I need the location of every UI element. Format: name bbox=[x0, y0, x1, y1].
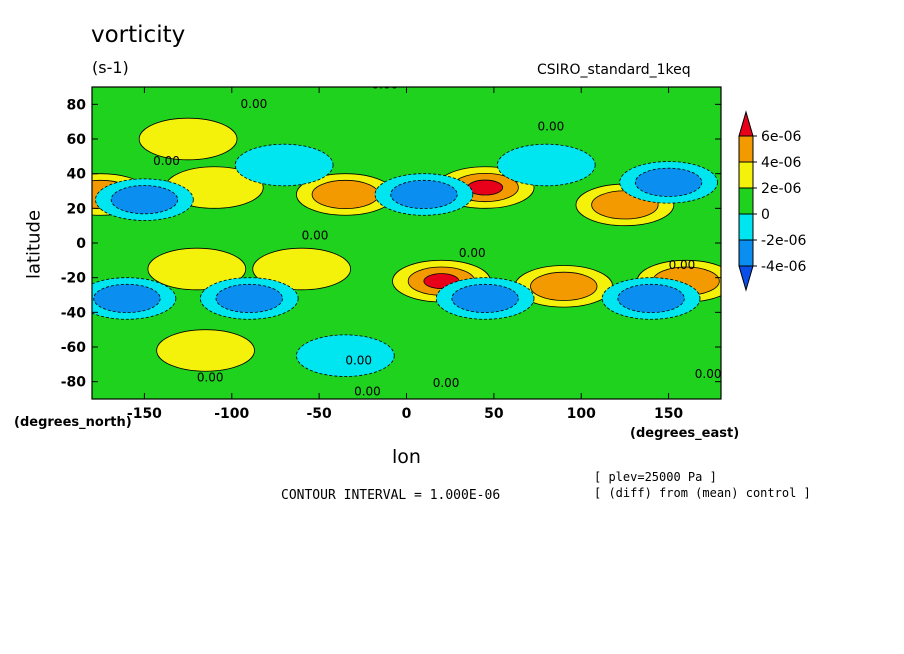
vorticity-feature-21-level-0 bbox=[296, 334, 395, 377]
vorticity-feature-8-level-0 bbox=[252, 247, 351, 291]
y-axis-units: (degrees_north) bbox=[14, 415, 132, 430]
note-plev: [ plev=25000 Pa ] bbox=[594, 470, 717, 484]
x-axis-units: (degrees_east) bbox=[630, 426, 740, 441]
y-tick-label-2: -40 bbox=[61, 305, 87, 321]
vorticity-feature-19-level-0 bbox=[234, 143, 334, 187]
y-tick-label-7: 60 bbox=[67, 132, 87, 148]
vorticity-feature-10-level-0 bbox=[138, 117, 238, 161]
vorticity-feature-16-level-1 bbox=[617, 283, 685, 314]
y-tick-label-6: 40 bbox=[67, 167, 87, 183]
colorbar-label-3: 0 bbox=[761, 207, 770, 223]
note-diff: [ (diff) from (mean) control ] bbox=[594, 486, 811, 500]
contour-label-8: 0.00 bbox=[197, 371, 224, 385]
colorbar-swatch-1 bbox=[738, 135, 754, 163]
contour-label-4: 0.00 bbox=[302, 229, 329, 243]
chart-title: vorticity bbox=[91, 22, 186, 48]
vorticity-feature-13-level-1 bbox=[93, 283, 161, 314]
vorticity-feature-17-level-1 bbox=[390, 179, 458, 210]
colorbar-swatch-6 bbox=[738, 265, 754, 292]
contour-label-6: 0.00 bbox=[345, 353, 372, 367]
y-tick-label-0: -80 bbox=[61, 375, 87, 391]
axes: -150 -100 -50 0 50 100 150 -80 -60 -40 -20 0 20 40 60 8… bbox=[61, 86, 722, 422]
x-axis-label: lon bbox=[392, 446, 421, 468]
x-tick-label-6: 150 bbox=[654, 406, 683, 422]
x-tick-label-2: -50 bbox=[306, 406, 332, 422]
colorbar-label-1: 4e-06 bbox=[761, 155, 801, 171]
contour-label-5: 0.00 bbox=[459, 246, 486, 260]
vorticity-feature-7-level-0 bbox=[147, 247, 247, 291]
colorbar-swatch-4 bbox=[738, 213, 754, 241]
x-tick-label-1: -100 bbox=[214, 406, 249, 422]
contour-label-11: 0.00 bbox=[669, 258, 696, 272]
vorticity-feature-14-level-1 bbox=[215, 283, 283, 314]
colorbar-label-5: -4e-06 bbox=[761, 259, 807, 275]
colorbar-swatch-5 bbox=[738, 239, 754, 267]
y-tick-label-1: -60 bbox=[61, 340, 87, 356]
y-tick-label-8: 80 bbox=[67, 97, 87, 113]
y-tick-label-5: 20 bbox=[67, 201, 87, 217]
colorbar-swatch-2 bbox=[738, 161, 754, 189]
colorbar-label-0: 6e-06 bbox=[761, 129, 801, 145]
x-tick-label-4: 50 bbox=[484, 406, 504, 422]
contour-label-3: 0.00 bbox=[153, 154, 180, 168]
contour-label-1: 0.00 bbox=[372, 78, 399, 92]
y-tick-label-3: -20 bbox=[61, 271, 87, 287]
colorbar: 6e-06 4e-06 2e-06 0 -2e-06 -4e-06 bbox=[738, 110, 807, 292]
vorticity-feature-11-level-0 bbox=[156, 329, 255, 372]
vorticity-feature-5-level-1 bbox=[530, 271, 598, 301]
chart-units: (s-1) bbox=[92, 58, 129, 77]
x-tick-label-5: 100 bbox=[567, 406, 596, 422]
colorbar-swatch-3 bbox=[738, 187, 754, 215]
x-tick-label-3: 0 bbox=[402, 406, 412, 422]
plot-area: 0.00 0.00 0.00 0.00 0.00 0.00 0.00 0.00 0.00 0.00… bbox=[92, 78, 722, 399]
model-name: CSIRO_standard_1keq bbox=[537, 62, 691, 78]
y-tick-label-4: 0 bbox=[76, 236, 86, 252]
colorbar-label-4: -2e-06 bbox=[761, 233, 807, 249]
vorticity-feature-15-level-1 bbox=[451, 283, 519, 314]
contour-label-7: 0.00 bbox=[433, 376, 460, 390]
colorbar-swatch-0 bbox=[738, 110, 754, 137]
contour-interval: CONTOUR INTERVAL = 1.000E-06 bbox=[281, 488, 501, 503]
contour-label-2: 0.00 bbox=[538, 119, 565, 133]
contour-label-10: 0.00 bbox=[695, 367, 722, 381]
vorticity-feature-2-level-1 bbox=[311, 179, 380, 210]
x-tick-label-0: -150 bbox=[127, 406, 162, 422]
vorticity-feature-18-level-1 bbox=[634, 167, 703, 197]
colorbar-label-2: 2e-06 bbox=[761, 181, 801, 197]
contour-label-9: 0.00 bbox=[354, 385, 381, 399]
vorticity-feature-12-level-1 bbox=[110, 185, 179, 215]
contour-label-0: 0.00 bbox=[241, 97, 268, 111]
vorticity-feature-20-level-0 bbox=[496, 143, 596, 187]
